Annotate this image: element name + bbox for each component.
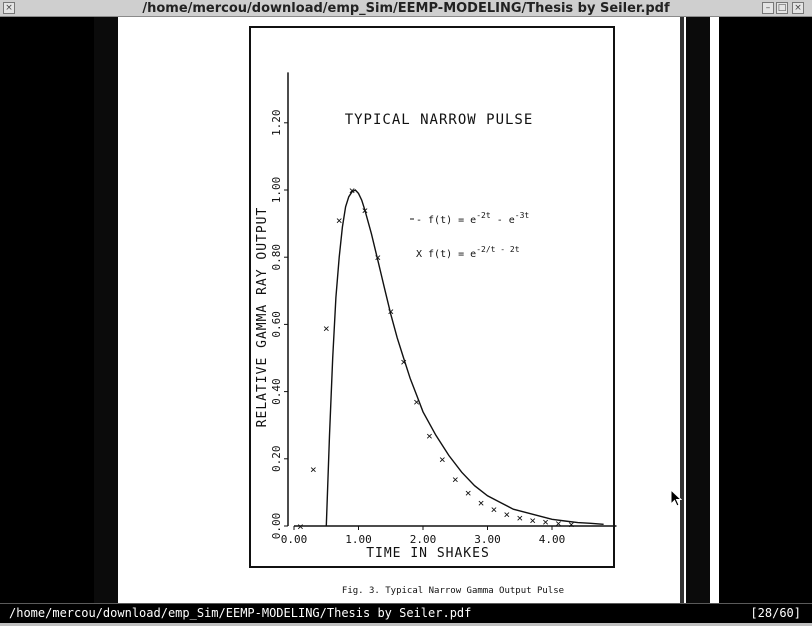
figure-frame xyxy=(249,26,615,568)
minimize-icon[interactable]: – xyxy=(762,2,774,14)
legend-curve-mid: - e xyxy=(491,215,515,226)
data-point-x-marker: × xyxy=(426,429,433,442)
y-tick-label: 0.20 xyxy=(270,446,283,473)
x-tick-label: 0.00 xyxy=(281,533,308,546)
svg-text:X f(t) = e-2/t - 2t: X f(t) = e-2/t - 2t xyxy=(416,245,520,260)
legend-curve-exp1: -2t xyxy=(476,211,491,220)
maximize-icon[interactable]: □ xyxy=(776,2,788,14)
data-point-x-marker: × xyxy=(529,514,536,527)
data-point-x-marker: × xyxy=(400,355,407,368)
data-point-x-marker: × xyxy=(323,322,330,335)
chart-plot-area: × × × × × × × × × × × × × × × × × × × × × × xyxy=(297,184,604,533)
y-tick-label: 0.60 xyxy=(270,311,283,338)
y-tick-label: 1.20 xyxy=(270,110,283,137)
svg-text:- f(t) = e-2t - e-3t: - f(t) = e-2t - e-3t xyxy=(416,211,529,226)
close-icon[interactable]: × xyxy=(792,2,804,14)
y-axis-label: RELATIVE GAMMA RAY OUTPUT xyxy=(255,207,270,428)
chart-axes xyxy=(287,72,617,527)
status-file-path: /home/mercou/download/emp_Sim/EEMP-MODEL… xyxy=(9,606,472,620)
y-tick-label: 0.40 xyxy=(270,378,283,405)
figure-chart: 0.00 1.00 2.00 3.00 4.00 0.00 0.20 0.40 0.60 0.80… xyxy=(249,26,617,596)
legend-points-exp1: -2/t - 2t xyxy=(476,245,520,254)
series-curve-line xyxy=(325,189,604,527)
x-tick-label: 4.00 xyxy=(539,533,566,546)
y-tick-label: 0.00 xyxy=(270,513,283,540)
data-point-x-marker: × xyxy=(465,486,472,499)
data-point-x-marker: × xyxy=(362,204,369,217)
data-point-x-marker: × xyxy=(297,520,304,533)
x-tick-label: 2.00 xyxy=(410,533,437,546)
y-tick-label: 1.00 xyxy=(270,177,283,204)
data-point-x-marker: × xyxy=(375,251,382,264)
x-tick-label: 1.00 xyxy=(345,533,372,546)
legend-curve-text: - f(t) = e xyxy=(416,215,476,226)
legend-entry-curve: - f(t) = e-2t - e-3t xyxy=(416,211,529,226)
window-title: /home/mercou/download/emp_Sim/EEMP-MODEL… xyxy=(142,1,670,16)
data-point-x-marker: × xyxy=(310,463,317,476)
data-point-x-marker: × xyxy=(336,214,343,227)
data-point-x-marker: × xyxy=(349,184,356,197)
data-point-x-marker: × xyxy=(504,508,511,521)
chart-title: TYPICAL NARROW PULSE xyxy=(345,112,534,128)
data-point-x-marker: × xyxy=(387,305,394,318)
legend-entry-points: X f(t) = e-2/t - 2t xyxy=(416,245,520,260)
data-point-x-marker: × xyxy=(516,512,523,525)
legend-curve-exp2: -3t xyxy=(515,211,530,220)
window-menu-icon[interactable]: × xyxy=(3,2,15,14)
scan-border-left xyxy=(94,17,118,603)
data-point-x-marker: × xyxy=(555,517,562,530)
scan-border-right xyxy=(686,17,710,603)
data-point-x-marker: × xyxy=(568,518,575,531)
x-axis-label: TIME IN SHAKES xyxy=(366,546,490,561)
data-point-x-marker: × xyxy=(478,496,485,509)
y-tick-label: 0.80 xyxy=(270,244,283,271)
legend-points-text: X f(t) = e xyxy=(416,249,476,260)
status-bar: /home/mercou/download/emp_Sim/EEMP-MODEL… xyxy=(0,603,812,623)
data-point-x-marker: × xyxy=(439,453,446,466)
data-point-x-marker: × xyxy=(413,396,420,409)
window-titlebar[interactable]: × /home/mercou/download/emp_Sim/EEMP-MOD… xyxy=(0,0,812,17)
bottom-strip xyxy=(0,623,812,626)
x-tick-label: 3.00 xyxy=(474,533,501,546)
data-point-x-marker: × xyxy=(542,516,549,529)
pdf-page: 0.00 1.00 2.00 3.00 4.00 0.00 0.20 0.40 0.60 0.80… xyxy=(94,17,719,603)
page-indicator: [28/60] xyxy=(750,606,801,620)
figure-caption: Fig. 3. Typical Narrow Gamma Output Puls… xyxy=(342,586,564,596)
data-point-x-marker: × xyxy=(491,503,498,516)
document-viewer[interactable]: 0.00 1.00 2.00 3.00 4.00 0.00 0.20 0.40 0.60 0.80… xyxy=(0,17,812,603)
data-point-x-marker: × xyxy=(452,473,459,486)
mouse-pointer-icon xyxy=(670,489,682,507)
scan-border-right-inner xyxy=(680,17,684,603)
chart-ticks: 0.00 1.00 2.00 3.00 4.00 0.00 0.20 0.40 0.60 0.80… xyxy=(270,110,565,546)
